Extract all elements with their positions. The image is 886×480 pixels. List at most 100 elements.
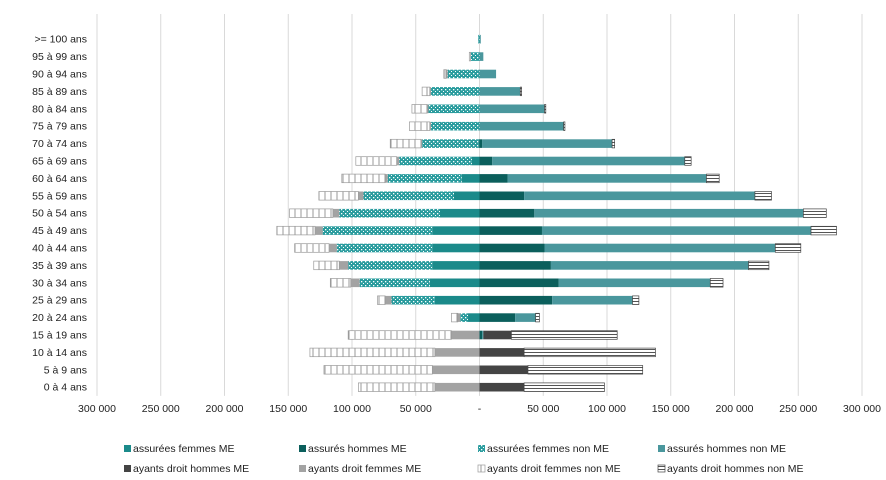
bar-segment (428, 104, 480, 114)
x-tick-label: 50 000 (527, 403, 559, 415)
bar-segment (482, 139, 613, 148)
bar-segment (544, 104, 547, 114)
category-labels: >= 100 ans 95 à 99 ans 90 à 94 ans 85 à 89 … (32, 34, 87, 394)
bar-segment (359, 278, 430, 288)
bar-segment (389, 138, 422, 149)
bar-segment (332, 208, 340, 218)
legend-swatch (124, 445, 131, 452)
bar-segment (479, 365, 528, 375)
category-label: 45 à 49 ans (32, 225, 87, 237)
bar-segment (492, 156, 685, 166)
bar-segment (468, 51, 471, 62)
bar-segment (294, 243, 330, 253)
bar-segment (552, 295, 633, 305)
bar-segment (563, 121, 566, 131)
bar-segment (706, 173, 720, 184)
bar-segment (411, 104, 428, 114)
bar-segment (523, 347, 656, 358)
bar-segment (534, 208, 804, 218)
bar-segment (377, 295, 386, 305)
bar-segment (479, 52, 484, 61)
bar-segment (451, 330, 480, 340)
category-label: 90 à 94 ans (32, 69, 87, 81)
bar-segment (479, 261, 551, 270)
bar-segment (363, 191, 454, 201)
x-tick-label: 250 000 (142, 403, 180, 415)
bar-segment (329, 243, 337, 253)
category-label: 35 à 39 ans (32, 260, 87, 272)
bar-segment (432, 226, 480, 235)
bar-segment (434, 382, 480, 392)
bar-segment (385, 295, 392, 305)
bar-segment (439, 208, 480, 218)
bar-segment (483, 330, 512, 340)
bar-segment (454, 191, 480, 201)
bar-segment (355, 156, 397, 166)
bar-segment (409, 121, 431, 131)
bar-segment (558, 278, 711, 288)
legend-label: ayants droit hommes non ME (667, 463, 804, 475)
bar-segment (479, 208, 535, 218)
category-label: 40 à 44 ans (32, 243, 87, 255)
x-tick-label: 100 000 (588, 403, 626, 415)
x-tick-label: - (478, 403, 482, 415)
bar-segment (550, 261, 749, 270)
bar-segment (479, 191, 525, 201)
bar-segment (709, 278, 724, 288)
legend-label: ayants droit femmes ME (308, 463, 421, 475)
x-tick-label: 150 000 (652, 403, 690, 415)
bar-segment (420, 139, 423, 148)
legend-label: assurées femmes ME (133, 443, 235, 455)
bar-segment (544, 243, 776, 253)
x-tick-label: 300 000 (843, 403, 881, 415)
bar-segment (347, 330, 452, 340)
legend-label: assurés hommes ME (308, 443, 407, 455)
bar-segment (479, 226, 542, 235)
gridlines (96, 14, 863, 396)
bar-segment (632, 295, 640, 305)
bar-segment (479, 243, 545, 253)
bar-segment (315, 226, 323, 235)
bar-segment (479, 104, 545, 114)
bar-segment (527, 365, 644, 375)
x-tick-label: 150 000 (269, 403, 307, 415)
category-label: 70 à 74 ans (32, 138, 87, 150)
category-label: 75 à 79 ans (32, 121, 87, 133)
bar-segment (748, 260, 770, 271)
bar-segment (478, 34, 480, 44)
bar-segment (318, 191, 359, 201)
legend-swatch (299, 445, 306, 452)
category-label: 60 à 64 ans (32, 173, 87, 185)
bar-segment (479, 139, 483, 148)
category-label: 20 à 24 ans (32, 312, 87, 324)
bar-segment (322, 226, 433, 235)
category-label: >= 100 ans (34, 34, 87, 46)
bar-segment (479, 382, 525, 392)
bar-segment (754, 191, 772, 201)
bar-segment (479, 174, 508, 183)
category-label: 50 à 54 ans (32, 208, 87, 220)
category-label: 5 à 9 ans (44, 364, 87, 376)
bar-segment (432, 243, 480, 253)
bar-segment (810, 225, 837, 236)
bar-segment (348, 261, 433, 270)
bar-segment (429, 87, 432, 96)
bar-segment (479, 69, 497, 79)
x-tick-label: 250 000 (779, 403, 817, 415)
bar-segment (470, 52, 480, 61)
bar-segment (479, 313, 516, 322)
bar-segment (457, 313, 461, 322)
bar-segment (524, 191, 755, 201)
bar-segment (507, 174, 707, 183)
bar-segment (432, 365, 480, 375)
bar-segment (339, 261, 349, 270)
x-tick-label: 300 000 (78, 403, 116, 415)
x-tick-label: 200 000 (206, 403, 244, 415)
category-label: 95 à 99 ans (32, 51, 87, 63)
bar-segment (519, 86, 522, 97)
bar-segment (339, 208, 440, 218)
bar-segment (511, 330, 618, 340)
bar-segment (611, 138, 615, 149)
bar-segment (385, 174, 388, 183)
